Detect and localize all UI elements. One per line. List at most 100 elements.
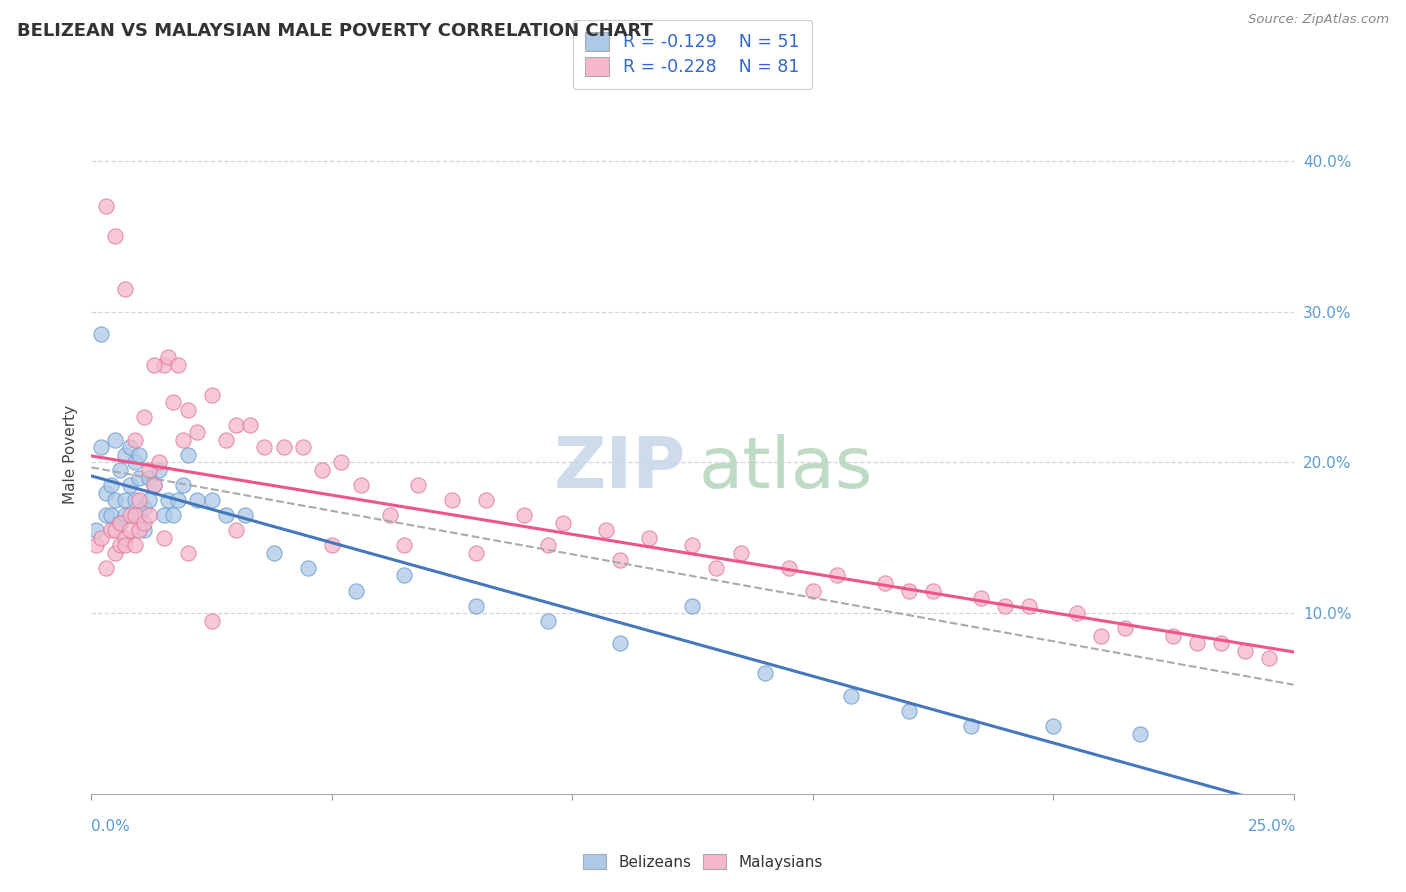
Point (263, 546, 285, 560)
Point (186, 425, 208, 440)
Point (253, 441, 276, 455)
Point (138, 470, 160, 484)
Point (100, 523, 122, 537)
Point (172, 478, 194, 492)
Point (124, 538, 146, 552)
Point (1187, 636, 1209, 650)
Point (124, 508, 146, 523)
Point (90, 327, 112, 342)
Point (124, 433, 146, 447)
Point (321, 538, 343, 552)
Point (897, 704, 920, 718)
Legend: R = -0.129    N = 51, R = -0.228    N = 81: R = -0.129 N = 51, R = -0.228 N = 81 (574, 20, 811, 88)
Point (465, 599, 488, 613)
Point (825, 568, 848, 582)
Point (513, 508, 536, 523)
Point (994, 599, 1017, 613)
Point (84, 523, 107, 537)
Point (1161, 629, 1184, 643)
Point (1042, 719, 1064, 733)
Point (90, 441, 112, 455)
Point (114, 448, 136, 462)
Point (350, 478, 373, 492)
Point (110, 538, 132, 552)
Text: 0.0%: 0.0% (91, 820, 131, 834)
Point (537, 538, 560, 552)
Point (104, 433, 127, 447)
Point (84, 538, 107, 552)
Point (970, 591, 993, 605)
Point (110, 516, 132, 530)
Point (128, 523, 150, 537)
Point (201, 387, 224, 401)
Point (152, 531, 174, 545)
Point (118, 523, 141, 537)
Point (1114, 621, 1136, 635)
Point (114, 493, 136, 508)
Point (142, 478, 165, 492)
Point (124, 493, 146, 508)
Point (754, 666, 776, 681)
Point (922, 583, 945, 598)
Point (118, 508, 141, 523)
Point (392, 568, 415, 582)
Point (176, 402, 198, 417)
Point (104, 523, 127, 537)
Y-axis label: Male Poverty: Male Poverty (63, 405, 79, 505)
Point (142, 358, 165, 372)
Point (100, 478, 122, 492)
Point (465, 546, 488, 560)
Point (162, 395, 184, 409)
Point (1211, 636, 1233, 650)
Point (1258, 651, 1281, 665)
Point (134, 516, 156, 530)
Point (94, 508, 117, 523)
Point (638, 531, 661, 545)
Point (960, 719, 983, 733)
Point (100, 508, 122, 523)
Point (162, 508, 184, 523)
Point (215, 508, 238, 523)
Point (474, 493, 496, 508)
Point (142, 478, 165, 492)
Point (157, 493, 180, 508)
Point (215, 433, 238, 447)
Text: 25.0%: 25.0% (1249, 820, 1296, 834)
Point (378, 508, 401, 523)
Point (114, 508, 136, 523)
Point (239, 417, 262, 432)
Point (134, 523, 156, 537)
Point (104, 229, 127, 244)
Point (297, 561, 319, 575)
Point (311, 463, 333, 477)
Point (551, 516, 574, 530)
Point (167, 358, 190, 372)
Point (128, 493, 150, 508)
Point (225, 417, 247, 432)
Point (167, 493, 190, 508)
Point (148, 455, 170, 469)
Point (1066, 606, 1088, 620)
Point (537, 614, 560, 628)
Point (839, 689, 862, 703)
Point (330, 455, 353, 469)
Point (291, 441, 314, 455)
Point (124, 455, 146, 469)
Point (609, 636, 631, 650)
Point (128, 448, 150, 462)
Point (110, 516, 132, 530)
Point (201, 493, 224, 508)
Point (94, 199, 117, 213)
Point (118, 478, 141, 492)
Point (114, 531, 136, 545)
Point (344, 583, 367, 598)
Point (176, 546, 198, 560)
Text: Source: ZipAtlas.com: Source: ZipAtlas.com (1249, 13, 1389, 27)
Point (148, 463, 170, 477)
Point (801, 583, 824, 598)
Point (873, 576, 896, 591)
Text: ZIP: ZIP (554, 434, 686, 503)
Legend: Belizeans, Malaysians: Belizeans, Malaysians (575, 846, 831, 877)
Point (706, 561, 728, 575)
Point (595, 523, 617, 537)
